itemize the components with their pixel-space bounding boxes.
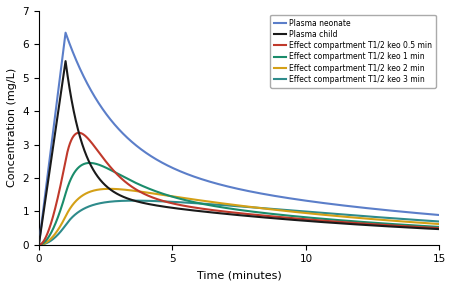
Y-axis label: Concentration (mg/L): Concentration (mg/L)	[7, 68, 17, 187]
X-axis label: Time (minutes): Time (minutes)	[197, 270, 281, 280]
Legend: Plasma neonate, Plasma child, Effect compartment T1/2 keo 0.5 min, Effect compar: Plasma neonate, Plasma child, Effect com…	[270, 15, 436, 88]
